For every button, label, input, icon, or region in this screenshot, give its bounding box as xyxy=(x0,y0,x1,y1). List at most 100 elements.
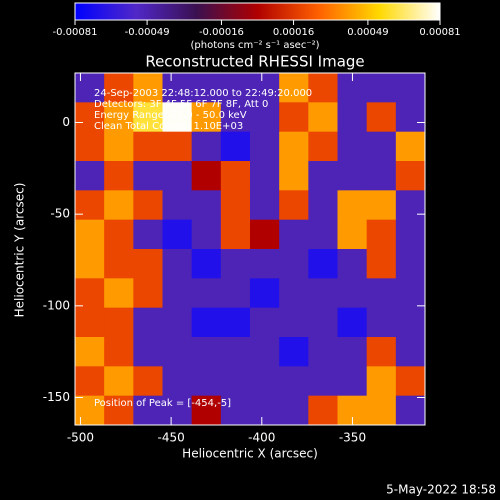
heat-cell xyxy=(220,190,251,221)
heat-cell xyxy=(279,249,309,279)
colorbar-tick-label: 0.00049 xyxy=(347,27,388,38)
colorbar-label: (photons cm⁻² s⁻¹ asec⁻²) xyxy=(190,40,319,51)
heat-cell xyxy=(308,366,338,397)
heat-cell xyxy=(162,307,193,338)
heat-cell xyxy=(395,337,426,367)
annotation: Energy Range: 25.0 - 50.0 keV xyxy=(94,110,247,121)
heat-cell xyxy=(308,249,338,279)
heat-cell xyxy=(133,161,163,191)
x-tick-label: -450 xyxy=(157,431,184,445)
heat-cell xyxy=(75,307,105,338)
heat-cell xyxy=(395,102,426,133)
heat-cell xyxy=(250,73,280,103)
annotation: Clean Total Counts: 1.10E+03 xyxy=(94,121,243,132)
heat-cell xyxy=(162,366,193,397)
heat-cell xyxy=(279,73,309,103)
colorbar-tick-label: -0.00016 xyxy=(199,27,244,38)
heat-cell xyxy=(104,73,134,103)
heat-cell xyxy=(366,307,397,338)
heat-cell xyxy=(366,278,397,309)
colorbar-tick-label: 0.00016 xyxy=(273,27,314,38)
heat-cell xyxy=(75,102,105,133)
heat-cell xyxy=(104,102,134,133)
heat-cell xyxy=(395,307,426,338)
heat-cell xyxy=(395,395,426,426)
heat-cell xyxy=(279,366,309,397)
heat-cell xyxy=(366,395,397,426)
footer: 5-May-2022 18:58 xyxy=(386,483,496,497)
heat-cell xyxy=(104,190,134,221)
heat-cell xyxy=(162,73,193,103)
heat-cell xyxy=(337,366,368,397)
heatmap xyxy=(75,73,426,426)
heat-cell xyxy=(191,219,222,250)
heat-cell xyxy=(75,131,105,162)
heat-cell xyxy=(308,73,338,103)
heat-cell xyxy=(366,219,397,250)
peak-label: Position of Peak = [-454,-5] xyxy=(94,398,231,409)
heat-cell xyxy=(279,307,309,338)
heat-cell xyxy=(220,161,251,191)
heat-cell xyxy=(395,73,426,103)
heat-cell xyxy=(395,219,426,250)
heat-cell xyxy=(162,190,193,221)
heat-cell xyxy=(133,337,163,367)
heat-cell xyxy=(395,190,426,221)
heat-cell xyxy=(220,131,251,162)
heat-cell xyxy=(133,278,163,309)
heat-cell xyxy=(75,366,105,397)
heat-cell xyxy=(191,366,222,397)
heat-cell xyxy=(337,278,368,309)
heat-cell xyxy=(308,278,338,309)
heat-cell xyxy=(366,73,397,103)
heat-cell xyxy=(191,395,222,426)
heat-cell xyxy=(162,395,193,426)
heat-cell xyxy=(366,102,397,133)
heat-cell xyxy=(75,249,105,279)
heat-cell xyxy=(337,190,368,221)
heat-cell xyxy=(337,102,368,133)
heat-cell xyxy=(104,161,134,191)
heat-cell xyxy=(162,278,193,309)
heat-cell xyxy=(104,219,134,250)
heat-cell xyxy=(395,161,426,191)
heat-cell xyxy=(220,366,251,397)
x-tick-label: -350 xyxy=(339,431,366,445)
heat-cell xyxy=(191,102,222,133)
heat-cell xyxy=(308,161,338,191)
heat-cell xyxy=(104,131,134,162)
colorbar xyxy=(74,2,441,21)
heat-cell xyxy=(191,249,222,279)
heat-cell xyxy=(337,219,368,250)
heat-cell xyxy=(337,131,368,162)
heat-cell xyxy=(220,249,251,279)
heat-cell xyxy=(133,219,163,250)
heat-cell xyxy=(366,249,397,279)
heat-cell xyxy=(250,190,280,221)
y-axis-label: Heliocentric Y (arcsec) xyxy=(13,183,27,318)
y-tick-label: -100 xyxy=(43,298,70,312)
heat-cell xyxy=(104,366,134,397)
heat-cell xyxy=(279,190,309,221)
heat-cell xyxy=(75,161,105,191)
colorbar-tick-label: -0.00049 xyxy=(125,27,170,38)
heat-cell xyxy=(395,249,426,279)
heat-cell xyxy=(220,219,251,250)
heat-cell xyxy=(191,161,222,191)
heat-cell xyxy=(279,102,309,133)
heat-cell xyxy=(279,395,309,426)
heat-cell xyxy=(337,337,368,367)
heat-cell xyxy=(104,249,134,279)
heat-cell xyxy=(250,131,280,162)
heat-cell xyxy=(308,307,338,338)
heat-cell xyxy=(162,161,193,191)
heat-cell xyxy=(104,278,134,309)
plot-frame xyxy=(74,72,426,426)
heat-cell xyxy=(308,131,338,162)
heat-cell xyxy=(250,102,280,133)
heat-cell xyxy=(308,337,338,367)
heat-cell xyxy=(250,249,280,279)
heat-cell xyxy=(337,249,368,279)
heat-cell xyxy=(250,307,280,338)
y-tick-label: 0 xyxy=(62,115,70,129)
